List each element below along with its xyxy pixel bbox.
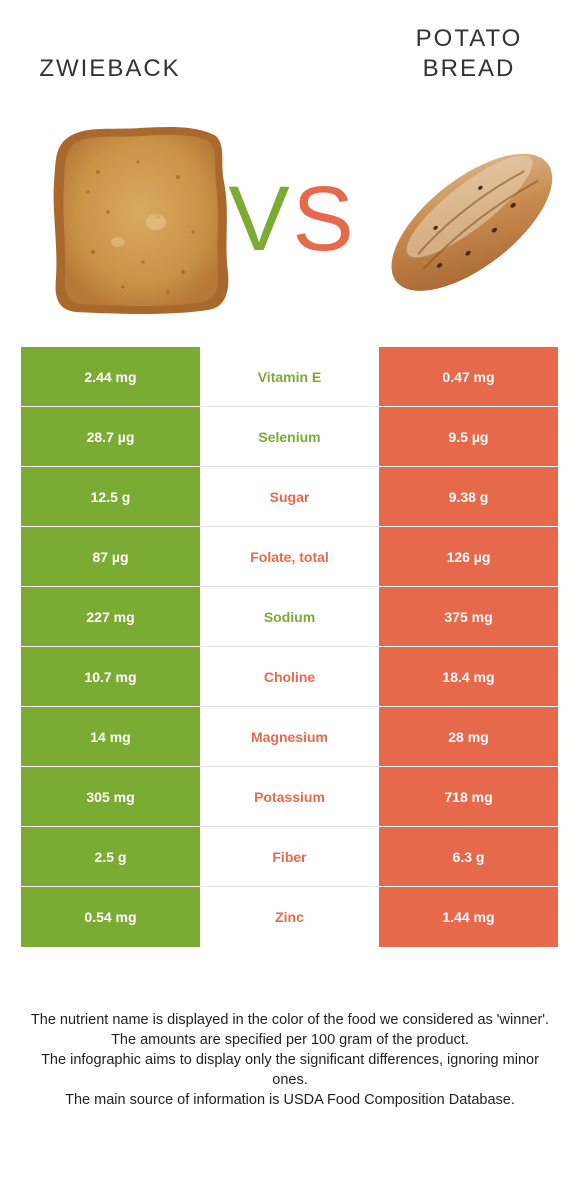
right-value: 718 mg — [379, 767, 558, 827]
right-value: 18.4 mg — [379, 647, 558, 707]
table-row: 2.44 mg Vitamin E 0.47 mg — [21, 347, 558, 407]
right-food-title-line2: BREAD — [422, 55, 516, 82]
left-value: 227 mg — [21, 587, 200, 647]
nutrient-name: Vitamin E — [200, 347, 379, 407]
nutrient-name: Sodium — [200, 587, 379, 647]
nutrient-name: Sugar — [200, 467, 379, 527]
vs-v: V — [228, 168, 289, 263]
right-value: 126 µg — [379, 527, 558, 587]
right-value: 1.44 mg — [379, 887, 558, 947]
vs-s: S — [292, 168, 353, 263]
footer-line-3: The infographic aims to display only the… — [41, 1052, 539, 1088]
right-food-title: POTATO BREAD — [379, 24, 559, 84]
left-value: 2.44 mg — [21, 347, 200, 407]
table-row: 305 mg Potassium 718 mg — [21, 767, 558, 827]
right-food-title-line1: POTATO — [415, 25, 523, 52]
table-row: 12.5 g Sugar 9.38 g — [21, 467, 558, 527]
left-value: 14 mg — [21, 707, 200, 767]
table-row: 28.7 µg Selenium 9.5 µg — [21, 407, 558, 467]
right-value: 9.5 µg — [379, 407, 558, 467]
left-value: 0.54 mg — [21, 887, 200, 947]
nutrient-name: Choline — [200, 647, 379, 707]
table-row: 14 mg Magnesium 28 mg — [21, 707, 558, 767]
right-value: 28 mg — [379, 707, 558, 767]
vs-label: V S — [228, 168, 353, 263]
comparison-table: 2.44 mg Vitamin E 0.47 mg 28.7 µg Selenium 9.… — [21, 347, 558, 947]
potato-bread-image — [391, 153, 553, 291]
nutrient-name: Magnesium — [200, 707, 379, 767]
left-value: 10.7 mg — [21, 647, 200, 707]
nutrient-name: Folate, total — [200, 527, 379, 587]
left-value: 28.7 µg — [21, 407, 200, 467]
right-value: 9.38 g — [379, 467, 558, 527]
footer-line-4: The main source of information is USDA F… — [65, 1092, 515, 1108]
right-value: 6.3 g — [379, 827, 558, 887]
nutrient-name: Fiber — [200, 827, 379, 887]
nutrient-name: Zinc — [200, 887, 379, 947]
left-value: 87 µg — [21, 527, 200, 587]
left-food-title: ZWIEBACK — [39, 55, 181, 82]
footer-line-1: The nutrient name is displayed in the co… — [30, 1012, 550, 1028]
table-row: 10.7 mg Choline 18.4 mg — [21, 647, 558, 707]
table-row: 227 mg Sodium 375 mg — [21, 587, 558, 647]
left-value: 305 mg — [21, 767, 200, 827]
left-value: 12.5 g — [21, 467, 200, 527]
nutrient-name: Selenium — [200, 407, 379, 467]
right-value: 0.47 mg — [379, 347, 558, 407]
table-row: 87 µg Folate, total 126 µg — [21, 527, 558, 587]
footer-line-2: The amounts are specified per 100 gram o… — [111, 1032, 469, 1048]
nutrient-name: Potassium — [200, 767, 379, 827]
left-value: 2.5 g — [21, 827, 200, 887]
table-row: 0.54 mg Zinc 1.44 mg — [21, 887, 558, 947]
table-row: 2.5 g Fiber 6.3 g — [21, 827, 558, 887]
zwieback-image — [53, 126, 229, 314]
right-value: 375 mg — [379, 587, 558, 647]
footer-notes: The nutrient name is displayed in the co… — [30, 1010, 550, 1110]
